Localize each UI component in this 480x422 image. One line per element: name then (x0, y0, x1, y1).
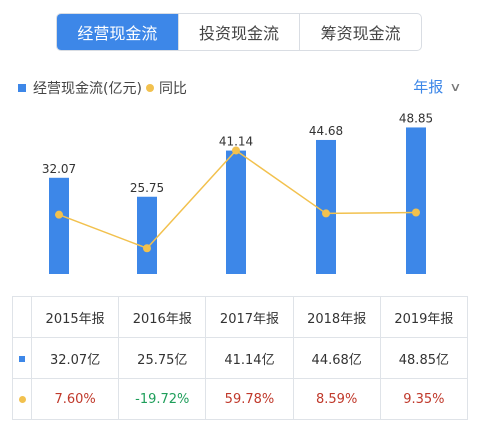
period-selector-label: 年报 (413, 78, 444, 96)
cashflow-table: 2015年报 2016年报 2017年报 2018年报 2019年报 32.07… (12, 296, 469, 420)
yoy-row: 7.60% -19.72% 59.78% 8.59% 9.35% (12, 378, 469, 420)
line-row-marker (12, 378, 32, 420)
yoy-cell: -19.72% (118, 378, 207, 420)
bar-row-marker (12, 337, 32, 379)
cashflow-tabs: 经营现金流 投资现金流 筹资现金流 (56, 13, 422, 51)
bar-1 (137, 196, 157, 274)
cashflow-cell: 41.14亿 (205, 337, 294, 379)
bar-legend-swatch (18, 84, 26, 92)
cashflow-cell: 44.68亿 (292, 337, 381, 379)
period-selector[interactable]: 年报 ∨ (413, 76, 462, 97)
line-legend-label: 同比 (158, 81, 187, 97)
cashflow-cell: 25.75亿 (118, 337, 207, 379)
table-header-cell: 2017年报 (205, 296, 294, 338)
yoy-cell: 59.78% (205, 378, 294, 420)
tab-operating-cashflow[interactable]: 经营现金流 (57, 14, 178, 50)
table-header-cell: 2018年报 (292, 296, 381, 338)
yoy-point-3 (322, 209, 330, 218)
bar-value-label-1: 25.75 (130, 181, 164, 195)
bar-4 (406, 127, 426, 274)
yoy-cell: 7.60% (30, 378, 120, 420)
bar-value-label-2: 41.14 (219, 135, 253, 149)
cashflow-cell: 32.07亿 (30, 337, 120, 379)
table-header-cell: 2015年报 (30, 296, 120, 338)
bar-value-label-4: 48.85 (399, 111, 433, 125)
table-corner-cell (12, 296, 32, 338)
bar-value-label-0: 32.07 (42, 162, 76, 176)
tab-investing-cashflow[interactable]: 投资现金流 (177, 14, 300, 50)
yoy-point-1 (143, 244, 151, 253)
bar-value-label-3: 44.68 (309, 124, 343, 138)
tab-financing-cashflow[interactable]: 筹资现金流 (299, 14, 421, 50)
chevron-down-icon: ∨ (449, 79, 462, 94)
yoy-cell: 8.59% (292, 378, 381, 420)
table-header-cell: 2016年报 (118, 296, 207, 338)
bar-3 (316, 139, 336, 274)
cashflow-chart: 32.07 25.75 41.14 44.68 48.85 (42, 111, 433, 274)
yoy-point-0 (55, 210, 63, 219)
table-header-row: 2015年报 2016年报 2017年报 2018年报 2019年报 (12, 296, 469, 338)
yoy-point-2 (232, 146, 240, 155)
table-header-cell: 2019年报 (379, 296, 469, 338)
line-legend-swatch (145, 84, 154, 92)
cashflow-row: 32.07亿 25.75亿 41.14亿 44.68亿 48.85亿 (12, 337, 469, 379)
yoy-point-4 (412, 208, 420, 217)
cashflow-cell: 48.85亿 (379, 337, 469, 379)
bar-2 (226, 150, 246, 274)
yoy-cell: 9.35% (379, 378, 469, 420)
chart-legend: 经营现金流(亿元) 同比 (18, 78, 187, 98)
bar-legend-label: 经营现金流(亿元) (33, 81, 142, 97)
bar-0 (49, 177, 69, 274)
